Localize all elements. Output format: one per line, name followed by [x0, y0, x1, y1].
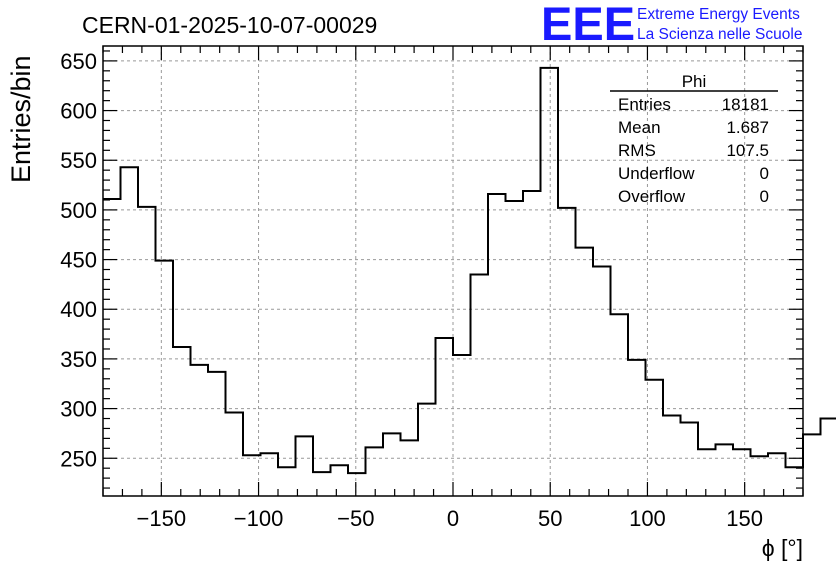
histogram-bin: [523, 191, 541, 496]
y-tick-label: 350: [60, 347, 97, 372]
stats-value: 18181: [722, 95, 769, 114]
chart-title: CERN-01-2025-10-07-00029: [82, 12, 377, 38]
y-tick-label: 250: [60, 446, 97, 471]
histogram-bin: [366, 447, 384, 496]
histogram-bin: [401, 440, 419, 496]
y-tick-label: 600: [60, 99, 97, 124]
histogram-bin: [716, 444, 734, 496]
histogram-bin: [821, 419, 836, 496]
histogram-bin: [576, 248, 594, 496]
histogram-bin: [103, 199, 121, 496]
histogram-bin: [786, 467, 804, 496]
x-tick-label: −100: [234, 506, 284, 531]
y-tick-label: 650: [60, 49, 97, 74]
histogram-bin: [261, 453, 279, 496]
histogram-bin: [628, 360, 646, 496]
y-tick-label: 450: [60, 248, 97, 273]
x-tick-label: 150: [726, 506, 763, 531]
x-tick-label: −150: [137, 506, 187, 531]
x-tick-label: 0: [447, 506, 459, 531]
stats-value: 0: [760, 164, 769, 183]
histogram-bin: [681, 422, 699, 496]
grid: [103, 46, 803, 496]
y-axis-label: Entries/bin: [6, 55, 36, 183]
logo-mark: EEE: [541, 0, 635, 50]
stats-value: 107.5: [726, 141, 769, 160]
histogram-outline: [103, 66, 836, 475]
logo-line-1: Extreme Energy Events: [637, 6, 800, 23]
histogram-bin: [506, 201, 524, 496]
histogram-bin: [471, 274, 489, 496]
y-tick-label: 300: [60, 397, 97, 422]
stats-value: 0: [760, 187, 769, 206]
stats-label: RMS: [618, 141, 656, 160]
x-tick-label: 100: [629, 506, 666, 531]
histogram-bin: [453, 355, 471, 496]
histogram-bin: [226, 413, 244, 496]
histogram-series: [103, 66, 836, 496]
histogram-bin: [173, 347, 191, 496]
histogram-bin: [558, 208, 576, 496]
histogram-bin: [383, 433, 401, 496]
y-tick-label: 550: [60, 148, 97, 173]
histogram-bin: [541, 68, 559, 496]
tick-labels: −150 −100 −50 0 50 100 150 250 300 350 400 450 500 55…: [60, 49, 763, 531]
histogram-bin: [243, 455, 261, 496]
histogram-bin: [436, 338, 454, 496]
histogram-bin: [331, 465, 349, 496]
stats-label: Mean: [618, 118, 661, 137]
histogram-bin: [646, 380, 664, 496]
histogram-bin: [663, 416, 681, 496]
histogram-bin: [138, 207, 156, 496]
stats-label: Entries: [618, 95, 671, 114]
histogram-bin: [611, 314, 629, 496]
histogram-bin: [191, 365, 209, 496]
eee-logo: EEE Extreme Energy Events La Scienza nel…: [541, 0, 802, 50]
x-tick-label: 50: [538, 506, 562, 531]
histogram-bin: [296, 436, 314, 496]
histogram-bin: [418, 404, 436, 496]
x-axis-label: ϕ [°]: [762, 535, 803, 561]
histogram-bin: [733, 449, 751, 496]
histogram-bin: [768, 453, 786, 496]
x-tick-label: −50: [337, 506, 374, 531]
stats-title: Phi: [682, 72, 707, 91]
histogram-bin: [488, 194, 506, 496]
y-tick-label: 400: [60, 297, 97, 322]
histogram-bin: [121, 167, 139, 496]
histogram-bin: [278, 467, 296, 496]
stats-label: Underflow: [618, 164, 695, 183]
stats-value: 1.687: [726, 118, 769, 137]
histogram-bin: [698, 449, 716, 496]
histogram-bin: [313, 472, 331, 496]
histogram-bin: [751, 456, 769, 496]
histogram-bin: [156, 261, 174, 496]
logo-line-2: La Scienza nelle Scuole: [637, 26, 802, 43]
axis-ticks: [102, 46, 804, 496]
stats-label: Overflow: [618, 187, 686, 206]
histogram-bin: [208, 372, 226, 496]
histogram-bin: [593, 267, 611, 496]
y-tick-label: 500: [60, 198, 97, 223]
histogram-bin: [803, 434, 821, 496]
histogram-bin: [348, 473, 366, 496]
stats-box: Phi Entries 18181 Mean 1.687 RMS 107.5 Underfl…: [610, 72, 778, 206]
